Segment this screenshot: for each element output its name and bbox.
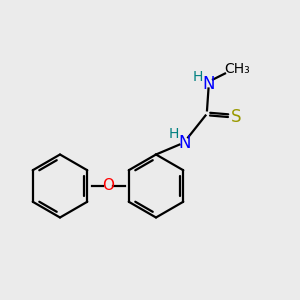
- Text: H: H: [193, 70, 203, 84]
- Text: N: N: [202, 75, 215, 93]
- Text: O: O: [102, 178, 114, 194]
- Text: N: N: [178, 134, 191, 152]
- Text: S: S: [231, 108, 241, 126]
- Text: H: H: [168, 128, 178, 141]
- Text: CH₃: CH₃: [225, 62, 250, 76]
